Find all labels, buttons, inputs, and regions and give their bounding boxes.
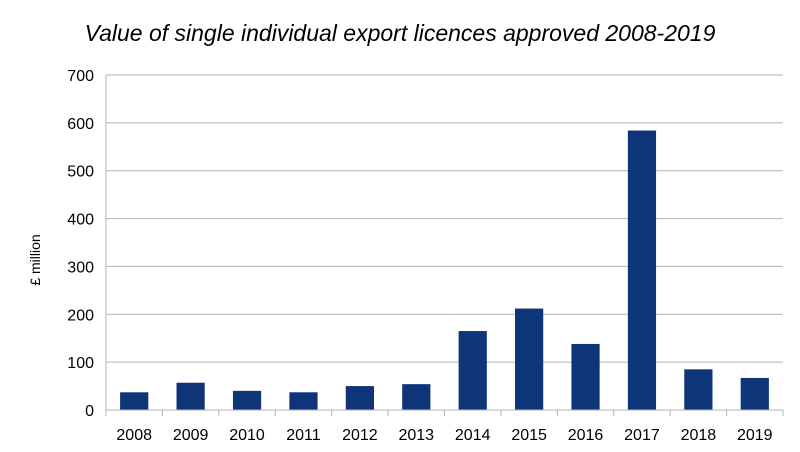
y-tick-label: 300 <box>67 259 94 276</box>
bar-2011 <box>289 392 318 410</box>
x-tick-label: 2014 <box>455 427 491 444</box>
y-tick-label: 200 <box>67 307 94 324</box>
bar-2013 <box>402 384 431 410</box>
y-tick-label: 700 <box>67 68 94 85</box>
x-tick-label: 2019 <box>737 427 773 444</box>
bar-2014 <box>458 331 487 410</box>
chart-title: Value of single individual export licenc… <box>84 20 716 46</box>
bar-2012 <box>345 386 374 410</box>
x-tick-label: 2012 <box>342 427 378 444</box>
x-tick-label: 2016 <box>568 427 604 444</box>
x-tick-label: 2009 <box>173 427 209 444</box>
bar-2008 <box>120 392 149 410</box>
y-tick-label: 500 <box>67 164 94 181</box>
x-tick-label: 2017 <box>624 427 660 444</box>
y-tick-label: 400 <box>67 212 94 229</box>
x-tick-label: 2013 <box>398 427 434 444</box>
bar-2017 <box>627 130 657 410</box>
x-tick-label: 2015 <box>511 427 547 444</box>
bars <box>120 130 769 410</box>
bar-2018 <box>684 369 713 410</box>
x-tick-labels: 2008 2009 2010 2011 2012 2013 2014 2015 2016 2017… <box>116 427 772 444</box>
y-tick-labels: 0 100 200 300 400 500 600 700 <box>67 68 94 420</box>
y-tick-label: 0 <box>85 403 94 420</box>
bar-2009 <box>176 382 205 410</box>
bar-2010 <box>232 390 262 410</box>
bar-2019 <box>740 377 769 410</box>
axes <box>105 75 784 416</box>
x-tick-label: 2018 <box>681 427 717 444</box>
x-tick-label: 2011 <box>286 427 321 444</box>
x-tick-label: 2010 <box>229 427 265 444</box>
y-tick-label: 600 <box>67 116 94 133</box>
y-axis-label: £ million <box>27 234 43 285</box>
y-tick-label: 100 <box>67 355 94 372</box>
gridlines <box>106 74 783 363</box>
bar-2015 <box>515 308 544 410</box>
x-tick-label: 2008 <box>116 427 152 444</box>
bar-2016 <box>571 343 600 410</box>
